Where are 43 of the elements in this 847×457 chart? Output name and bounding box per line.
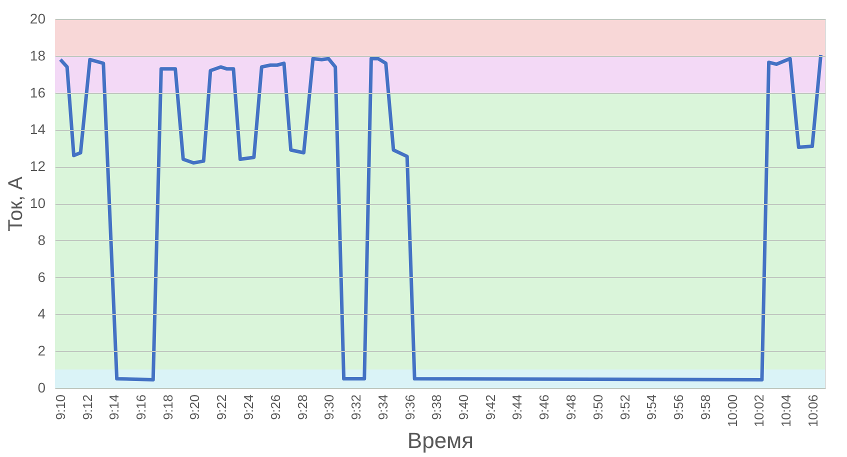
x-tick-label: 9:30 bbox=[322, 394, 337, 420]
x-tick-label: 10:02 bbox=[752, 394, 767, 428]
x-tick-label: 9:38 bbox=[429, 394, 444, 420]
x-tick-label: 9:42 bbox=[482, 394, 498, 420]
y-axis-title: Ток, А bbox=[4, 176, 27, 232]
y-tick-label: 2 bbox=[38, 342, 46, 359]
x-tick-label: 9:58 bbox=[698, 394, 713, 420]
y-tick-label: 12 bbox=[30, 158, 46, 174]
x-tick-label: 9:52 bbox=[617, 394, 632, 420]
x-tick-label: 9:50 bbox=[590, 394, 606, 420]
y-tick-label: 8 bbox=[38, 232, 46, 248]
x-tick-label: 9:14 bbox=[106, 394, 122, 420]
x-tick-label: 9:46 bbox=[536, 394, 552, 420]
y-tick-label: 10 bbox=[30, 195, 46, 211]
line-series bbox=[58, 53, 823, 382]
x-axis-title: Время bbox=[407, 428, 474, 454]
x-tick-label: 9:48 bbox=[564, 394, 579, 420]
x-tick-label: 9:44 bbox=[510, 394, 525, 420]
x-tick-label: 10:00 bbox=[724, 394, 740, 428]
y-tick-label: 0 bbox=[38, 380, 46, 396]
x-tick-label: 9:16 bbox=[134, 394, 149, 420]
y-tick-label: 6 bbox=[38, 268, 46, 285]
x-tick-label: 9:56 bbox=[671, 394, 686, 420]
y-tick-label: 4 bbox=[38, 306, 46, 322]
y-tick-label: 14 bbox=[30, 121, 46, 138]
x-tick-label: 9:34 bbox=[375, 394, 390, 420]
x-tick-label: 9:10 bbox=[52, 394, 68, 420]
x-tick-label: 9:20 bbox=[187, 394, 202, 420]
x-tick-label: 9:40 bbox=[456, 394, 472, 420]
x-tick-label: 9:54 bbox=[644, 394, 660, 420]
x-tick-label: 10:04 bbox=[778, 394, 794, 428]
x-tick-label: 9:24 bbox=[241, 394, 256, 420]
x-tick-label: 10:06 bbox=[805, 394, 820, 428]
x-tick-label: 9:36 bbox=[402, 394, 418, 420]
y-tick-label: 16 bbox=[30, 84, 46, 100]
x-tick-label: 9:26 bbox=[268, 394, 283, 420]
x-tick-label: 9:28 bbox=[294, 394, 310, 420]
y-tick-label: 20 bbox=[30, 10, 46, 26]
x-tick-label: 9:22 bbox=[214, 394, 230, 420]
y-tick-label: 18 bbox=[30, 47, 46, 64]
x-tick-label: 9:18 bbox=[160, 394, 176, 420]
x-tick-label: 9:12 bbox=[80, 394, 95, 420]
x-tick-label: 9:32 bbox=[348, 394, 364, 420]
